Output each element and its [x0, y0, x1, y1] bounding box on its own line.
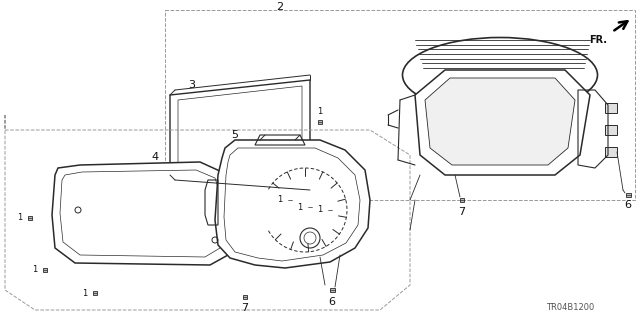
- Bar: [243, 295, 247, 299]
- Text: 5: 5: [232, 130, 239, 140]
- Bar: [328, 208, 332, 211]
- Bar: [460, 198, 464, 202]
- Text: 6: 6: [328, 297, 335, 307]
- Text: 1: 1: [17, 213, 22, 222]
- Text: 6: 6: [625, 200, 632, 210]
- Text: 1: 1: [298, 203, 303, 211]
- Bar: [93, 291, 97, 295]
- Bar: [288, 198, 292, 202]
- Bar: [605, 147, 617, 157]
- Text: 7: 7: [458, 207, 465, 217]
- Ellipse shape: [403, 38, 598, 113]
- Text: TR04B1200: TR04B1200: [546, 303, 594, 313]
- Polygon shape: [52, 162, 232, 265]
- Text: 7: 7: [241, 303, 248, 313]
- Bar: [605, 125, 617, 135]
- Polygon shape: [215, 140, 370, 268]
- Bar: [625, 193, 630, 197]
- Text: 1: 1: [317, 108, 323, 116]
- Bar: [28, 216, 32, 219]
- Bar: [318, 120, 322, 123]
- Text: 2: 2: [276, 2, 284, 12]
- Bar: [330, 288, 335, 292]
- Text: 1: 1: [277, 196, 283, 204]
- Bar: [308, 205, 312, 209]
- Polygon shape: [415, 70, 590, 175]
- Bar: [43, 268, 47, 271]
- Polygon shape: [425, 78, 575, 165]
- Text: 4: 4: [152, 152, 159, 162]
- Text: FR.: FR.: [589, 35, 607, 45]
- Bar: [605, 103, 617, 113]
- Text: 3: 3: [189, 80, 195, 90]
- Text: 1: 1: [83, 288, 88, 298]
- Text: 1: 1: [317, 205, 323, 214]
- Text: 1: 1: [33, 265, 38, 275]
